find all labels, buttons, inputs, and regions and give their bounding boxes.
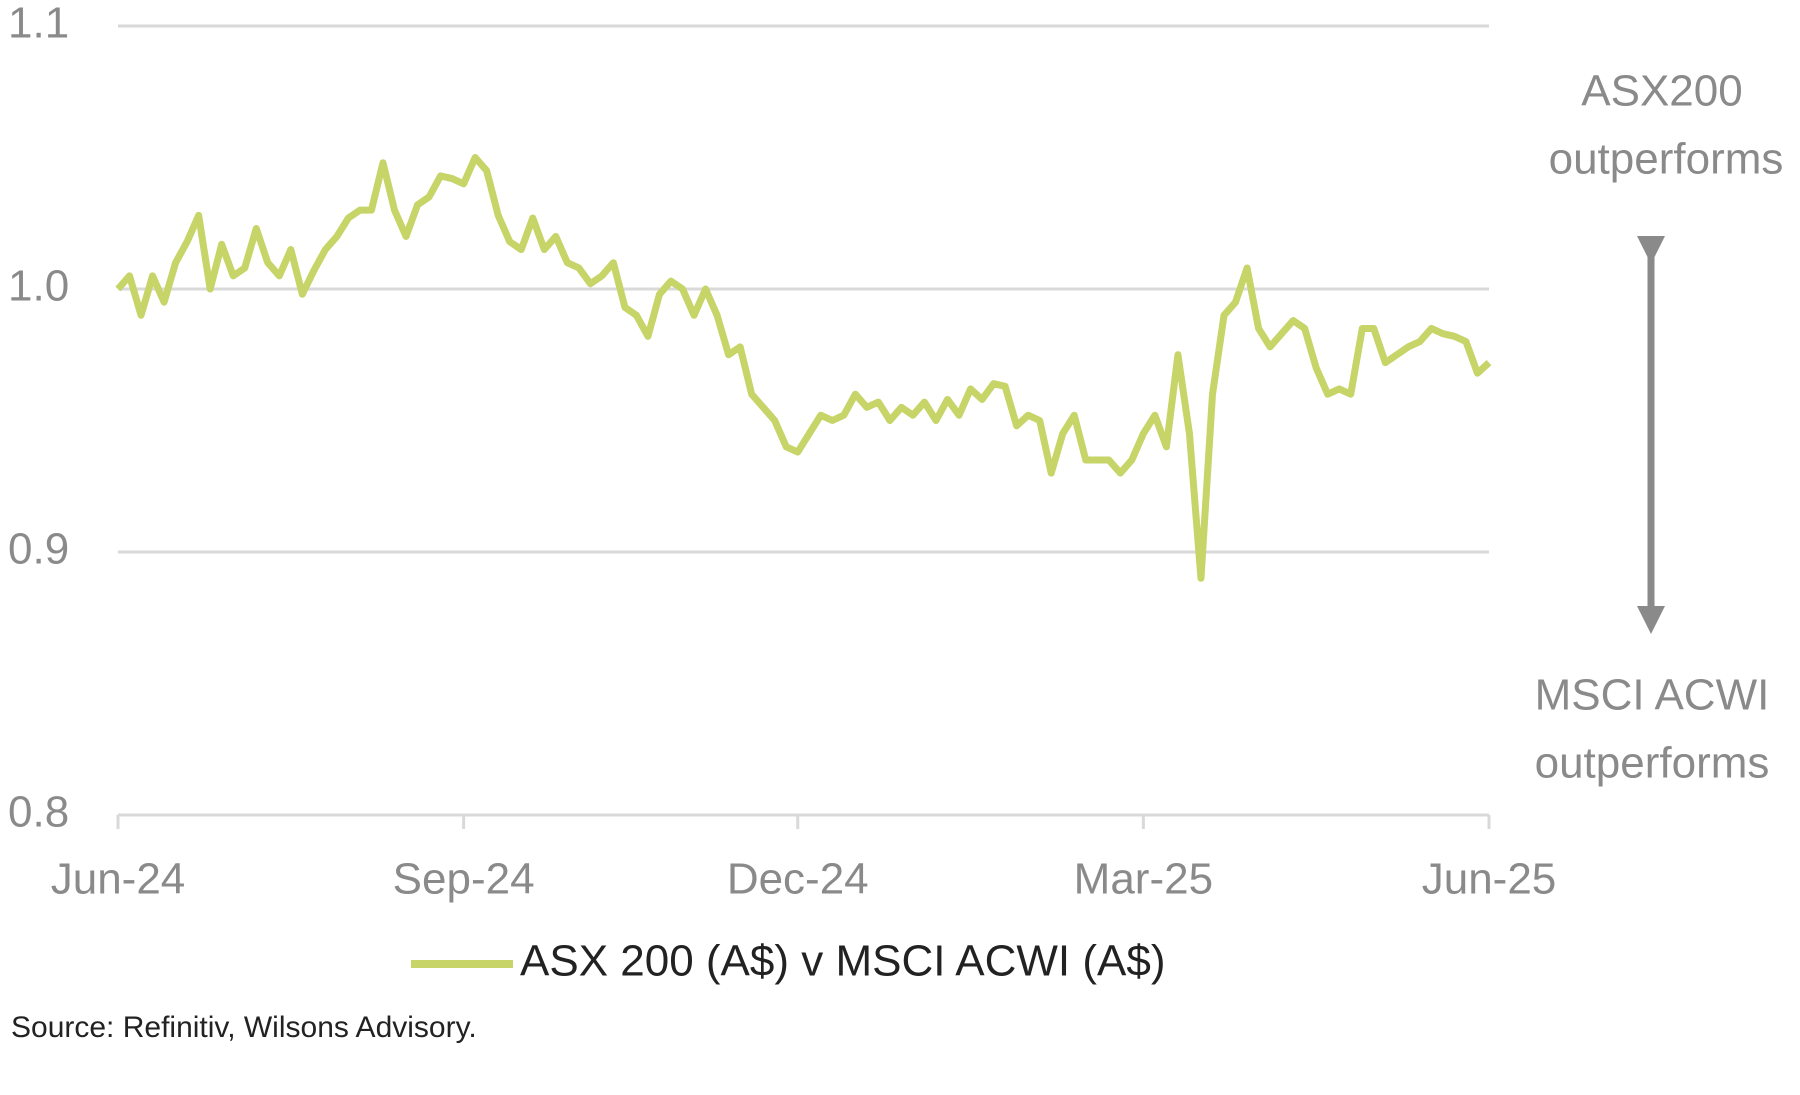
x-tick-label: Jun-24 [51,855,186,904]
y-tick-label: 1.0 [8,262,69,311]
annotation: outperforms [1549,135,1784,184]
y-tick-label: 1.1 [8,0,69,48]
x-tick-label: Jun-25 [1422,855,1557,904]
line [115,154,1492,582]
annotation: ASX200 [1581,67,1742,116]
x-tick-label: Dec-24 [727,855,869,904]
y-tick-label: 0.9 [8,525,69,574]
legend-label: ASX 200 (A$) v MSCI ACWI (A$) [520,937,1166,986]
annotation: outperforms [1535,739,1770,788]
x-tick-label: Mar-25 [1074,855,1213,904]
annotation: MSCI ACWI [1535,671,1770,720]
y-tick-label: 0.8 [8,788,69,837]
x-tick-label: Sep-24 [393,855,535,904]
source: Source: Refinitiv, Wilsons Advisory. [11,1011,477,1044]
